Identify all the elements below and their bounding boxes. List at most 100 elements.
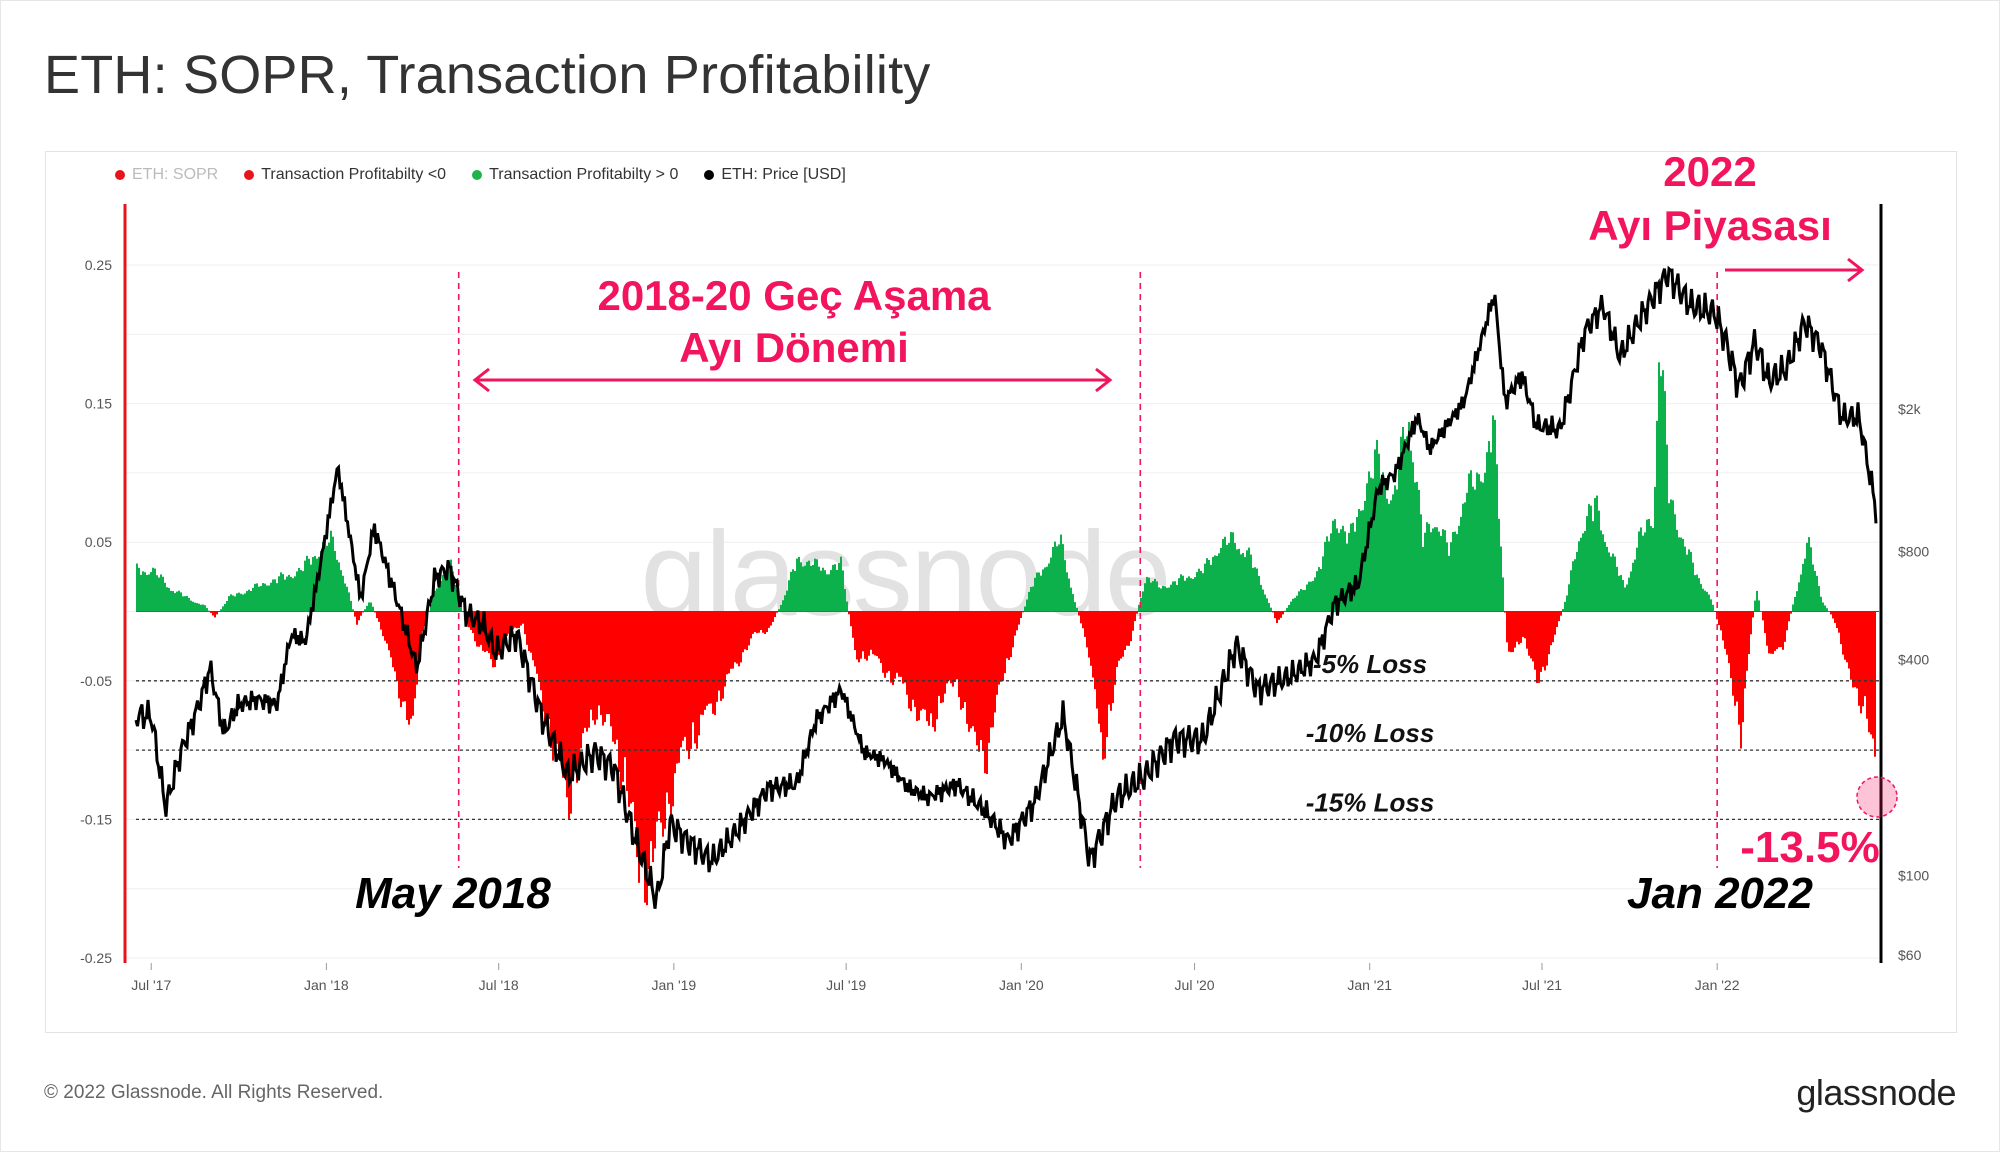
legend-item[interactable]: ETH: SOPR: [115, 166, 218, 184]
positive-bar: [1314, 577, 1316, 612]
negative-bar: [1018, 611, 1020, 625]
negative-bar: [748, 611, 750, 646]
positive-bar: [276, 583, 278, 612]
x-axis-tick-label: Jul '18: [479, 977, 519, 993]
positive-bar: [1828, 611, 1830, 612]
negative-bar: [994, 611, 996, 713]
positive-bar: [1054, 541, 1056, 612]
positive-bar: [266, 585, 268, 612]
positive-bar: [1398, 469, 1400, 612]
negative-bar: [412, 611, 414, 716]
positive-bar: [226, 601, 228, 612]
negative-bar: [1128, 611, 1130, 646]
negative-bar: [896, 611, 898, 673]
positive-bar: [456, 589, 458, 612]
positive-bar: [1470, 470, 1472, 612]
legend-item[interactable]: Transaction Profitabilty <0: [244, 166, 446, 184]
positive-bar: [1598, 510, 1600, 612]
positive-bar: [436, 588, 438, 612]
positive-bar: [1628, 577, 1630, 612]
negative-bar: [354, 611, 356, 617]
negative-bar: [396, 611, 398, 682]
positive-bar: [1382, 472, 1384, 612]
negative-bar: [1840, 611, 1842, 645]
positive-bar: [1456, 534, 1458, 612]
negative-bar: [582, 611, 584, 734]
positive-bar: [308, 558, 310, 612]
positive-bar: [1682, 538, 1684, 612]
negative-bar: [1740, 611, 1742, 749]
negative-bar: [714, 611, 716, 715]
negative-bar: [762, 611, 764, 633]
positive-bar: [834, 564, 836, 612]
positive-bar: [182, 596, 184, 612]
positive-bar: [242, 594, 244, 612]
positive-bar: [254, 583, 256, 612]
positive-bar: [1824, 605, 1826, 612]
legend-dot-icon: [244, 170, 255, 180]
positive-bar: [444, 572, 446, 612]
positive-bar: [1466, 492, 1468, 612]
positive-bar: [364, 609, 366, 612]
negative-bar: [722, 611, 724, 699]
positive-bar: [282, 574, 284, 612]
positive-bar: [1376, 439, 1378, 612]
negative-bar: [1830, 611, 1832, 615]
positive-bar: [1230, 532, 1232, 612]
positive-bar: [250, 590, 252, 612]
positive-bar: [1590, 505, 1592, 612]
negative-bar: [564, 611, 566, 778]
negative-bar: [1766, 611, 1768, 646]
positive-bar: [262, 583, 264, 612]
positive-bar: [324, 538, 326, 612]
negative-bar: [1516, 611, 1518, 642]
negative-bar: [876, 611, 878, 657]
positive-bar: [152, 567, 154, 612]
bear-2022-label-line2: Ayı Piyasası: [1588, 202, 1832, 249]
positive-bar: [292, 578, 294, 612]
positive-bar: [366, 605, 368, 612]
negative-bar: [494, 611, 496, 668]
negative-bar: [1772, 611, 1774, 654]
negative-bar: [746, 611, 748, 651]
negative-bar: [1752, 611, 1754, 618]
positive-bar: [1202, 573, 1204, 612]
positive-bar: [1028, 591, 1030, 612]
positive-bar: [1610, 556, 1612, 612]
negative-bar: [1864, 611, 1866, 697]
negative-bar: [668, 611, 670, 804]
negative-bar: [694, 611, 696, 744]
negative-bar: [594, 611, 596, 725]
left-axis-tick-label: 0.15: [85, 396, 112, 412]
positive-bar: [1288, 604, 1290, 612]
negative-bar: [386, 611, 388, 644]
negative-bar: [650, 611, 652, 842]
positive-bar: [342, 575, 344, 612]
negative-bar: [374, 611, 376, 613]
positive-bar: [1648, 519, 1650, 612]
negative-bar: [606, 611, 608, 715]
positive-bar: [836, 569, 838, 612]
negative-bar: [1768, 611, 1770, 654]
positive-bar: [1700, 584, 1702, 612]
negative-bar: [1744, 611, 1746, 689]
positive-bar: [340, 570, 342, 612]
positive-bar: [1408, 422, 1410, 612]
positive-bar: [298, 567, 300, 612]
positive-bar: [1354, 531, 1356, 612]
positive-bar: [1242, 552, 1244, 612]
legend-item[interactable]: ETH: Price [USD]: [704, 166, 846, 184]
legend-item[interactable]: Transaction Profitabilty > 0: [472, 166, 678, 184]
positive-bar: [1174, 581, 1176, 612]
positive-bar: [1164, 586, 1166, 612]
negative-bar: [724, 611, 726, 687]
right-axis-tick-label: $100: [1898, 867, 1929, 883]
positive-bar: [1250, 554, 1252, 612]
positive-bar: [194, 602, 196, 612]
positive-bar: [246, 591, 248, 612]
negative-bar: [214, 611, 216, 618]
positive-bar: [1334, 519, 1336, 612]
positive-bar: [1564, 601, 1566, 612]
positive-bar: [786, 590, 788, 612]
arrow-right-head-icon: [1095, 367, 1113, 393]
